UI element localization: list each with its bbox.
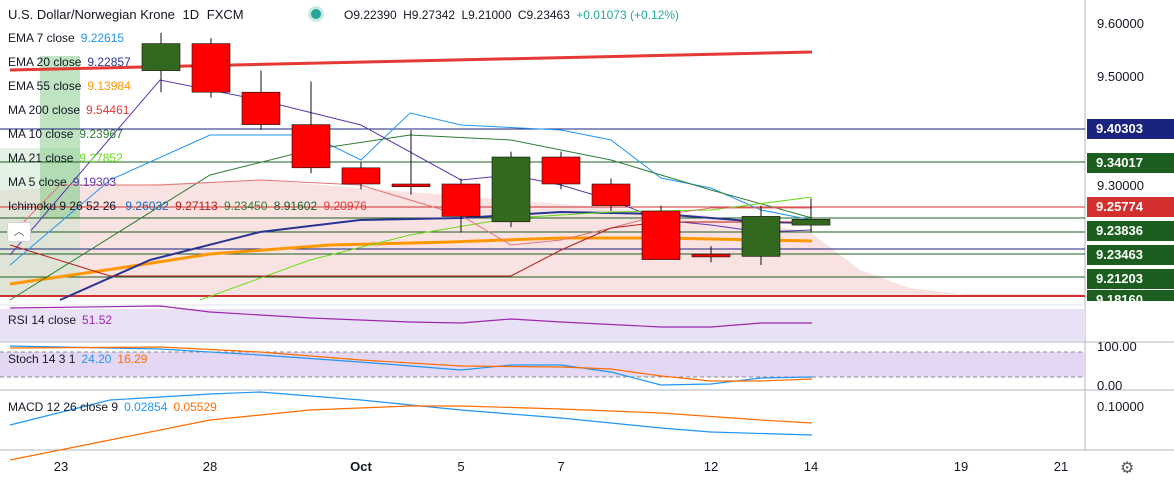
legend-label: MA 200 close [8, 103, 81, 117]
candle-body [541, 156, 581, 185]
price-tag-line6: 9.18160 [1087, 290, 1174, 301]
x-tick-label: 21 [1053, 459, 1069, 474]
close-value: C9.23463 [517, 8, 570, 22]
legend-label: EMA 55 close [8, 79, 82, 93]
stoch-k-line [9, 345, 813, 386]
open-value: O9.22390 [344, 8, 397, 22]
price-tag-line5: 9.21203 [1087, 269, 1174, 289]
ichimoku-lead2-value: 9.20976 [323, 199, 367, 213]
stoch-d-line [9, 346, 813, 382]
legend-label: EMA 7 close [8, 31, 75, 45]
ichimoku-cloud-green [40, 56, 80, 218]
price-tick: 9.30000 [1097, 178, 1144, 193]
candle-body [241, 91, 281, 125]
price-tag-line4: 9.23836 [1087, 221, 1174, 241]
candle-body [291, 124, 331, 169]
legend-label: MA 10 close [8, 127, 74, 141]
candle-body [341, 167, 381, 185]
x-tick-label: 12 [703, 459, 719, 474]
candle-body [141, 43, 181, 71]
stoch-k-value: 24.20 [81, 352, 112, 366]
ema55-line [9, 236, 813, 286]
candle-body [191, 43, 231, 93]
stoch-d-value: 16.29 [117, 352, 148, 366]
stoch-tick-100: 100.00 [1097, 339, 1137, 354]
legend-value: 9.22615 [80, 31, 125, 45]
market-status-icon [311, 9, 321, 19]
exchange-label: FXCM [206, 7, 244, 22]
low-value: L9.21000 [461, 8, 512, 22]
collapse-legend-button[interactable]: ︿ [7, 222, 31, 242]
macd-label: MACD 12 26 close 9 [8, 400, 119, 414]
rsi-legend[interactable]: RSI 14 close 51.52 [8, 313, 112, 327]
x-tick-label: 5 [457, 459, 465, 474]
candle-body [591, 183, 631, 206]
legend-value: 9.13984 [87, 79, 131, 93]
ichimoku-lagging-value: 9.23450 [224, 199, 268, 213]
legend-value: 9.22857 [87, 55, 131, 69]
ichimoku-lead1-value: 8.91602 [273, 199, 318, 213]
ohlc-values: O9.22390 H9.27342 L9.21000 C9.23463 +0.0… [344, 8, 682, 22]
gear-icon[interactable]: ⚙ [1120, 460, 1135, 477]
rsi-value: 51.52 [82, 313, 113, 327]
legend-value: 9.19303 [72, 175, 117, 189]
candle-body [741, 216, 781, 257]
x-tick-label: Oct [350, 459, 372, 474]
candle-body [491, 156, 531, 223]
legend-label: EMA 20 close [8, 55, 82, 69]
legend-ema55[interactable]: EMA 55 close 9.13984 [8, 79, 131, 93]
rsi-label: RSI 14 close [8, 313, 77, 327]
ichimoku-conversion-value: 9.26032 [125, 199, 169, 213]
x-tick-label: 23 [53, 459, 69, 474]
symbol-title[interactable]: U.S. Dollar/Norwegian Krone 1D FXCM [8, 7, 244, 22]
macd-tick: 0.10000 [1097, 399, 1144, 414]
price-tag-line2: 9.34017 [1087, 153, 1174, 173]
rsi-band [0, 309, 1085, 341]
x-tick-label: 19 [953, 459, 969, 474]
macd-value: 0.02854 [124, 400, 168, 414]
legend-ma10[interactable]: MA 10 close 9.23967 [8, 127, 123, 141]
legend-label: MA 5 close [8, 175, 67, 189]
legend-ma5[interactable]: MA 5 close 9.19303 [8, 175, 116, 189]
price-tag-line1: 9.40303 [1087, 119, 1174, 139]
price-tag-last: 9.23463 [1087, 245, 1174, 265]
price-tag-line3: 9.25774 [1087, 197, 1174, 217]
legend-ema20[interactable]: EMA 20 close 9.22857 [8, 55, 131, 69]
candle-body [691, 253, 731, 258]
candle-body [791, 218, 831, 226]
stoch-label: Stoch 14 3 1 [8, 352, 76, 366]
legend-ema7[interactable]: EMA 7 close 9.22615 [8, 31, 124, 45]
macd-line [9, 391, 813, 436]
interval-label[interactable]: 1D [182, 7, 200, 22]
legend-ma21[interactable]: MA 21 close 9.27852 [8, 151, 123, 165]
change-value: +0.01073 (+0.12%) [576, 8, 679, 22]
x-tick-label: 7 [557, 459, 565, 474]
legend-value: 9.23967 [79, 127, 123, 141]
macd-legend[interactable]: MACD 12 26 close 9 0.02854 0.05529 [8, 400, 217, 414]
stoch-tick-0: 0.00 [1097, 378, 1123, 393]
high-value: H9.27342 [403, 8, 456, 22]
legend-label: Ichimoku 9 26 52 26 [8, 199, 117, 213]
legend-ichimoku[interactable]: Ichimoku 9 26 52 26 9.26032 9.27113 9.23… [8, 199, 367, 213]
candle-body [441, 183, 481, 217]
legend-label: MA 21 close [8, 151, 74, 165]
candle-body [391, 183, 431, 188]
legend-ma200[interactable]: MA 200 close 9.54461 [8, 103, 129, 117]
price-tick: 9.50000 [1097, 69, 1144, 84]
rsi-line [9, 305, 812, 328]
candle-body [641, 210, 681, 260]
macd-signal-value: 0.05529 [173, 400, 217, 414]
ema7-line [9, 112, 813, 266]
ichimoku-base-value: 9.27113 [175, 199, 218, 213]
legend-value: 9.27852 [79, 151, 123, 165]
price-tick: 9.60000 [1097, 16, 1144, 31]
macd-signal-line [9, 405, 813, 461]
ma10-line [9, 134, 813, 301]
legend-value: 9.54461 [86, 103, 130, 117]
x-tick-label: 28 [202, 459, 218, 474]
symbol-name: U.S. Dollar/Norwegian Krone [8, 7, 175, 22]
stoch-legend[interactable]: Stoch 14 3 1 24.20 16.29 [8, 352, 147, 366]
x-tick-label: 14 [803, 459, 819, 474]
